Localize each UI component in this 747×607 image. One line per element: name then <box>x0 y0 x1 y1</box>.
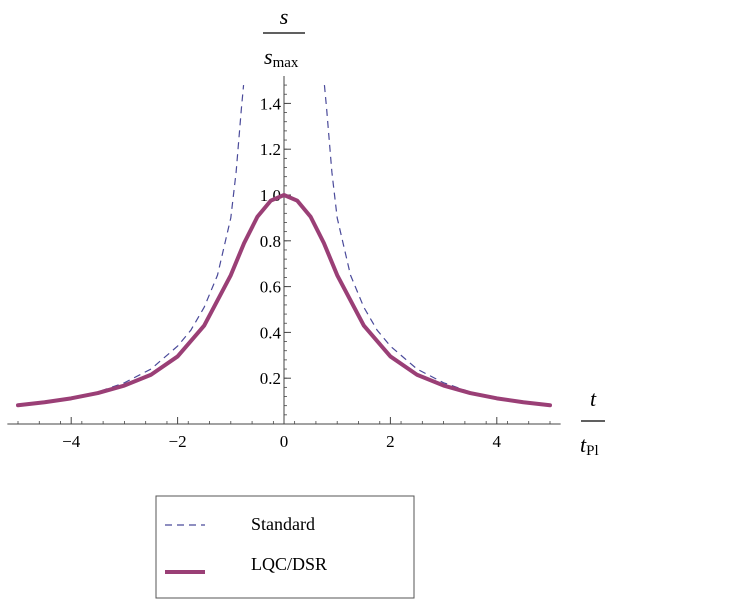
x-tick-label: 2 <box>386 432 395 451</box>
y-tick-label: 0.6 <box>260 278 281 297</box>
y-tick-label: 0.4 <box>260 323 282 342</box>
legend-label-lqc-dsr: LQC/DSR <box>251 554 327 574</box>
legend-box <box>155 495 415 599</box>
x-tick-label: 0 <box>280 432 289 451</box>
legend-label-standard: Standard <box>251 514 315 534</box>
x-axis-label: t tPl <box>580 386 605 459</box>
x-axis-label-numerator: t <box>590 386 597 411</box>
y-axis-label: s smax <box>263 4 305 71</box>
axis-ticks: −4 −2 0 2 40.20.40.60.81.01.21.4 <box>17 84 551 451</box>
y-axis-label-numerator: s <box>280 4 289 29</box>
y-tick-label: 1.2 <box>260 140 281 159</box>
x-tick-label: 4 <box>493 432 502 451</box>
axes: −4 −2 0 2 40.20.40.60.81.01.21.4 <box>7 76 561 451</box>
y-tick-label: 1.4 <box>260 94 282 113</box>
series-lqc-dsr-line <box>16 193 552 408</box>
x-tick-label: −2 <box>169 432 187 451</box>
x-axis-label-denominator: tPl <box>580 432 599 459</box>
y-tick-label: 0.8 <box>260 232 281 251</box>
series-standard-right-branch <box>323 85 551 406</box>
series-standard-left-branch <box>17 85 245 406</box>
y-axis-label-denominator: smax <box>264 44 299 71</box>
series-layer <box>16 85 552 408</box>
x-tick-label: −4 <box>62 432 81 451</box>
legend: Standard LQC/DSR <box>155 495 415 599</box>
y-tick-label: 0.2 <box>260 369 281 388</box>
